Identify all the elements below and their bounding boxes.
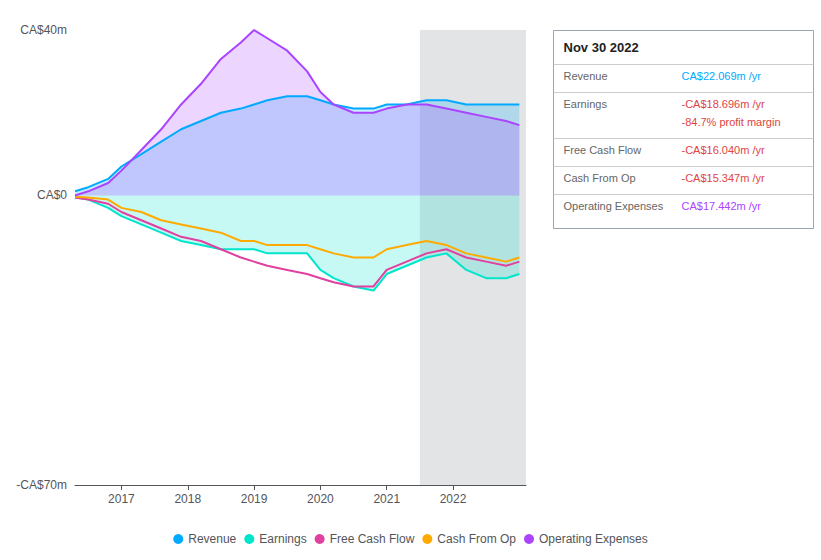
svg-text:Revenue: Revenue — [564, 70, 608, 82]
svg-text:Revenue: Revenue — [188, 532, 236, 546]
svg-text:CA$17.442m /yr: CA$17.442m /yr — [682, 200, 762, 212]
svg-text:2021: 2021 — [373, 492, 400, 506]
svg-text:2022: 2022 — [440, 492, 467, 506]
svg-text:Free Cash Flow: Free Cash Flow — [330, 532, 415, 546]
svg-text:-84.7% profit margin: -84.7% profit margin — [682, 116, 781, 128]
svg-text:Earnings: Earnings — [259, 532, 306, 546]
svg-text:-CA$16.040m /yr: -CA$16.040m /yr — [682, 144, 765, 156]
svg-text:Operating Expenses: Operating Expenses — [539, 532, 648, 546]
svg-text:2020: 2020 — [307, 492, 334, 506]
svg-text:Nov 30 2022: Nov 30 2022 — [564, 40, 639, 55]
svg-text:Free Cash Flow: Free Cash Flow — [564, 144, 642, 156]
svg-text:2017: 2017 — [108, 492, 135, 506]
svg-text:Cash From Op: Cash From Op — [437, 532, 516, 546]
svg-text:Earnings: Earnings — [564, 98, 608, 110]
svg-text:-CA$18.696m /yr: -CA$18.696m /yr — [682, 98, 765, 110]
svg-text:CA$40m: CA$40m — [20, 23, 67, 37]
svg-text:2019: 2019 — [241, 492, 268, 506]
svg-text:-CA$70m: -CA$70m — [16, 478, 67, 492]
svg-text:Operating Expenses: Operating Expenses — [564, 200, 664, 212]
svg-text:Cash From Op: Cash From Op — [564, 172, 636, 184]
svg-text:CA$22.069m /yr: CA$22.069m /yr — [682, 70, 762, 82]
svg-text:CA$0: CA$0 — [37, 188, 67, 202]
svg-text:-CA$15.347m /yr: -CA$15.347m /yr — [682, 172, 765, 184]
svg-text:2018: 2018 — [174, 492, 201, 506]
